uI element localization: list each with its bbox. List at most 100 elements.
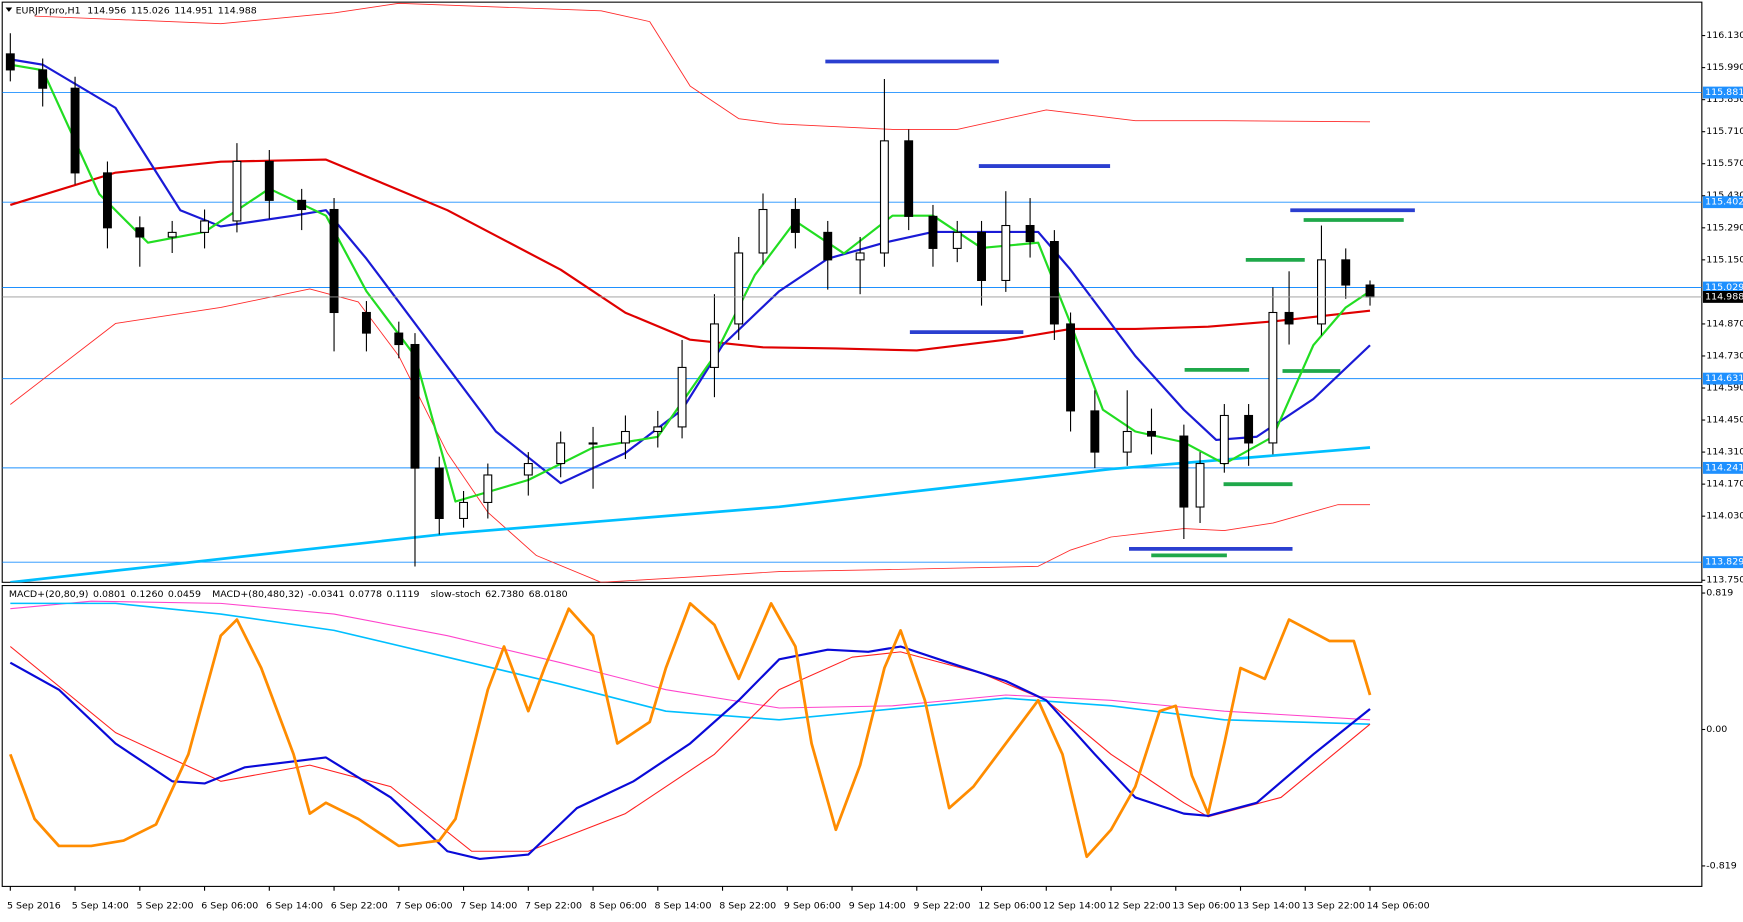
level-label-box <box>1702 281 1743 294</box>
indicator-line <box>9 646 1371 852</box>
y-tick-label: 115.430 <box>1706 190 1743 201</box>
candle-body <box>1147 430 1156 437</box>
y-tick-label: 114.870 <box>1706 319 1743 330</box>
indicator-value: 0.0459 <box>168 589 201 600</box>
bar-open: 114.956 <box>87 5 126 16</box>
last-price-label: 114.988 <box>1705 292 1743 303</box>
indicator-value: 0.1260 <box>130 589 163 600</box>
level-label-box <box>1702 556 1743 569</box>
level-label-box <box>1702 196 1743 209</box>
candle-body <box>361 311 371 334</box>
x-tick-label: 8 Sep 14:00 <box>654 900 711 911</box>
candle-body <box>70 87 80 174</box>
indicator-value: 0.0778 <box>349 589 382 600</box>
indicator-name: MACD+(80,480,32) <box>212 589 304 600</box>
candle-body <box>135 227 145 238</box>
price-axis: 0.819 0.00 -0.819 <box>1701 588 1737 872</box>
candle-body <box>459 501 468 520</box>
indicator-header: MACD+(20,80,9) 0.0801 0.1260 0.0459 MACD+(80… <box>9 589 568 600</box>
indicator-value: -0.0341 <box>308 589 345 600</box>
y-tick-label: 115.710 <box>1706 126 1743 137</box>
price-panel-frame <box>1 1 1703 583</box>
menu-arrow[interactable] <box>5 7 13 12</box>
candle-body <box>1219 414 1229 465</box>
candle-body <box>879 140 889 254</box>
level-label: 115.402 <box>1705 197 1743 208</box>
level-label: 114.241 <box>1705 462 1743 473</box>
x-tick-label: 12 Sep 22:00 <box>1108 900 1171 911</box>
indicator-line <box>10 288 1371 583</box>
x-tick-label: 9 Sep 22:00 <box>913 900 970 911</box>
plot-area <box>9 600 1372 861</box>
drawn-levels <box>825 59 1415 558</box>
x-tick-label: 12 Sep 14:00 <box>1043 900 1106 911</box>
indicator-line <box>10 602 1371 725</box>
bar-low: 114.951 <box>174 5 213 16</box>
y-tick-label: 114.030 <box>1706 511 1743 522</box>
x-tick-label: 8 Sep 22:00 <box>719 900 776 911</box>
y-tick-label: 115.150 <box>1706 254 1743 265</box>
indicator-line <box>10 58 1371 485</box>
candle-body <box>264 160 274 201</box>
y-tick-label: 116.130 <box>1706 30 1743 41</box>
level-label: 115.881 <box>1705 87 1743 98</box>
x-tick-label: 12 Sep 06:00 <box>978 900 1041 911</box>
bar-close: 114.988 <box>218 5 257 16</box>
candle-body <box>167 231 177 238</box>
candle-body <box>1001 224 1011 281</box>
candle-body <box>977 231 986 281</box>
candle-body <box>1341 259 1351 286</box>
level-label: 115.029 <box>1705 282 1743 293</box>
candle-body <box>38 69 48 89</box>
y-tick-label: 115.990 <box>1706 62 1743 73</box>
level-label: 114.631 <box>1705 373 1743 384</box>
y-tick-label: 114.590 <box>1706 383 1743 394</box>
candle-body <box>394 332 404 346</box>
indicator-line <box>9 645 1371 861</box>
blue-segments <box>825 59 1415 551</box>
candle-body <box>1268 311 1278 444</box>
candle-body <box>904 140 914 217</box>
candle-body <box>410 343 420 469</box>
y-tick-label: 115.570 <box>1706 158 1743 169</box>
x-tick-label: 14 Sep 06:00 <box>1367 900 1430 911</box>
symbol: EURJPYpro,H1 <box>16 5 81 16</box>
candle-body <box>1066 323 1076 412</box>
indicator-value: 68.0180 <box>529 589 568 600</box>
x-tick-label: 7 Sep 14:00 <box>460 900 517 911</box>
candle-body <box>1284 311 1294 325</box>
candle-body <box>1179 435 1189 508</box>
candle-body <box>329 208 339 314</box>
x-tick-label: 8 Sep 06:00 <box>590 900 647 911</box>
bar-high: 115.026 <box>131 5 170 16</box>
candle-body <box>523 462 533 476</box>
x-tick-label: 7 Sep 22:00 <box>525 900 582 911</box>
y-tick-label: -0.819 <box>1706 861 1737 872</box>
x-tick-label: 13 Sep 22:00 <box>1302 900 1365 911</box>
candle-body <box>5 53 15 71</box>
candle-body <box>297 199 307 211</box>
candle-body <box>823 231 833 261</box>
y-tick-label: 0.819 <box>1706 588 1733 599</box>
chart-header: EURJPYpro,H1 114.956 115.026 114.951 114.988 <box>16 5 257 16</box>
candle-body <box>855 252 865 261</box>
y-tick-label: 114.450 <box>1706 415 1743 426</box>
x-tick-label: 7 Sep 06:00 <box>395 900 452 911</box>
indicator-line <box>34 2 1371 130</box>
candle-body <box>1025 224 1035 243</box>
candle-body <box>677 366 687 428</box>
indicator-line <box>10 600 1371 721</box>
y-tick-label: 114.730 <box>1706 351 1743 362</box>
indicator-value: 62.7380 <box>485 589 524 600</box>
indicator-name: MACD+(20,80,9) <box>9 589 89 600</box>
candle-body <box>1049 241 1059 325</box>
indicator-name: slow-stoch <box>431 589 481 600</box>
y-tick-label: 0.00 <box>1706 724 1727 735</box>
candle-body <box>1317 259 1326 325</box>
indicator-line <box>9 602 1372 859</box>
x-tick-label: 6 Sep 22:00 <box>331 900 388 911</box>
candle-body <box>928 215 938 249</box>
